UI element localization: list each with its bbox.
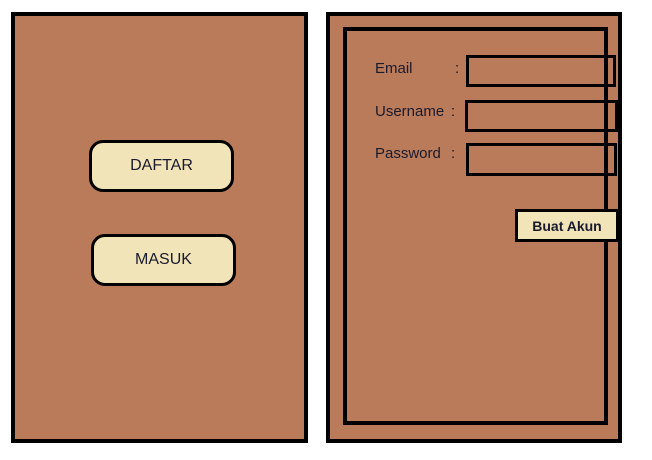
home-panel: DAFTAR MASUK <box>11 12 308 443</box>
daftar-button[interactable]: DAFTAR <box>89 140 234 192</box>
password-label: Password <box>375 145 441 162</box>
email-label: Email <box>375 60 413 77</box>
username-label: Username <box>375 103 445 120</box>
buat-akun-button[interactable]: Buat Akun <box>515 209 619 242</box>
password-input[interactable] <box>466 143 617 176</box>
register-panel: Email : Username : Password : Buat Akun <box>326 12 622 443</box>
email-colon: : <box>455 60 460 77</box>
username-colon: : <box>451 103 456 120</box>
password-colon: : <box>451 145 456 162</box>
masuk-button[interactable]: MASUK <box>91 234 236 286</box>
register-form: Email : Username : Password : Buat Akun <box>343 27 619 425</box>
username-input[interactable] <box>465 100 618 132</box>
email-input[interactable] <box>466 55 616 87</box>
